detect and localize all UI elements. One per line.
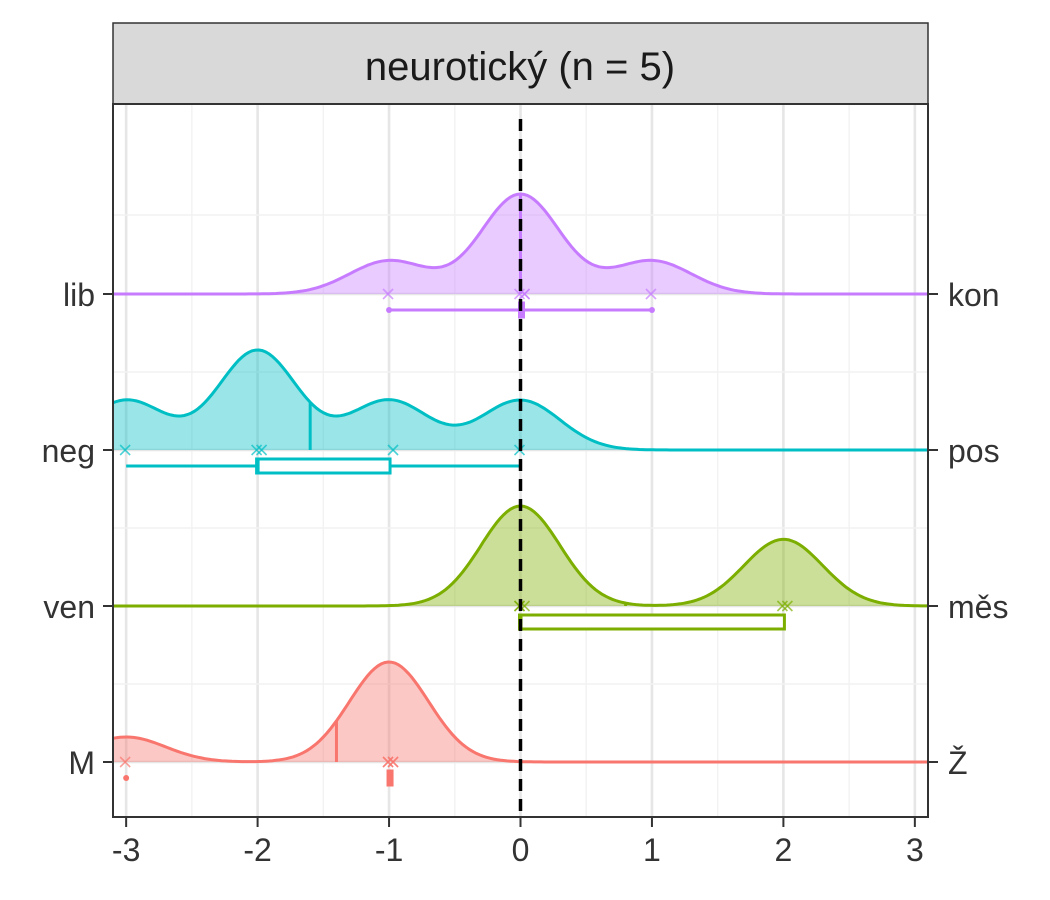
left-axis-label: lib [63,277,95,313]
x-tick-label: 3 [906,832,924,868]
left-axis-label: ven [43,589,95,625]
data-point-x2 [256,444,268,456]
x-tick-label: 2 [775,832,793,868]
data-point-x2 [513,288,526,300]
x-tick-label: -2 [243,832,271,868]
data-point-x2 [251,444,263,456]
right-axis-label: pos [948,433,1000,469]
right-axis-label: Ž [948,745,968,781]
outlier-point [123,775,130,781]
data-point [251,444,263,456]
x-tick-label: -1 [375,832,403,868]
data-point [645,288,657,300]
data-point [256,444,268,456]
outlier-point [648,307,655,313]
panel-title: neurotický (n = 5) [365,45,675,89]
data-point-x2 [518,288,531,300]
data-point [119,444,131,456]
data-point [382,288,394,300]
data-point [387,756,399,768]
data-point [382,756,394,768]
data-point-x2 [781,600,793,612]
strip-background [112,22,929,105]
left-axis-label: neg [42,433,95,469]
data-point-x2 [382,756,394,768]
data-point-x2 [119,444,131,456]
data-point-x2 [382,288,394,300]
data-point-x2 [119,756,131,768]
outlier-point [386,307,393,313]
left-axis-label: M [68,745,95,781]
box-iqr [518,613,786,631]
right-axis-label: měs [948,589,1008,625]
data-point [776,600,788,612]
data-point-x2 [387,444,399,456]
x-tick-label: 0 [512,832,530,868]
data-point [387,444,399,456]
x-tick-label: -3 [112,832,140,868]
data-point [781,600,793,612]
axes: -3 -2 -1 0 1 2 3 lib kon neg pos ven měs M Ž [42,277,1009,868]
data-point [513,288,526,300]
data-point-x2 [645,288,657,300]
data-point [119,756,131,768]
right-axis-label: kon [948,277,1000,313]
x-tick-label: 1 [643,832,661,868]
data-point-x2 [387,756,399,768]
box-iqr [255,457,392,475]
data-point-x2 [776,600,788,612]
density-area [113,506,928,606]
